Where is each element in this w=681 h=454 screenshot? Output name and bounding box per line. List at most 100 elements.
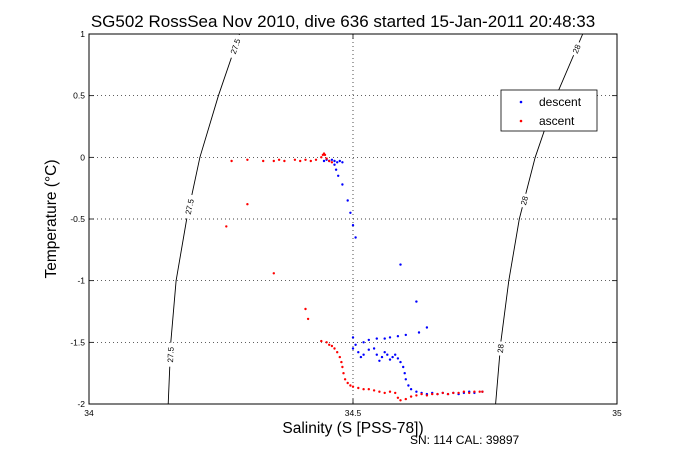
descent-point-45 <box>402 365 405 369</box>
legend-label-descent: descent <box>539 95 582 109</box>
ascent-point-30 <box>340 360 343 364</box>
descent-point-23 <box>383 337 386 340</box>
descent-point-46 <box>403 372 406 375</box>
descent-point-25 <box>367 338 370 342</box>
ascent-point-34 <box>346 381 349 385</box>
ascent-point-42 <box>383 391 386 395</box>
ascent-point-46 <box>399 399 402 402</box>
descent-point-38 <box>383 351 386 354</box>
ascent-point-45 <box>396 396 400 399</box>
descent-point-3 <box>330 158 334 161</box>
ascent-point-5 <box>283 159 286 163</box>
ascent-point-22 <box>306 317 310 321</box>
axis-ticks: 34 34.5 35 -2 -1.5 -1 -0.5 0 0.5 1 <box>70 29 622 418</box>
x-tick-label-1: 34.5 <box>345 408 362 418</box>
ascent-point-38 <box>362 388 365 391</box>
contour-label-2: 27.5 <box>166 346 176 362</box>
descent-point-44 <box>399 360 402 364</box>
y-tick-label-4: 0 <box>80 152 85 162</box>
ascent-point-9 <box>309 159 312 163</box>
descent-point-5 <box>336 161 339 164</box>
ascent-point-24 <box>325 341 328 344</box>
ascent-point-56 <box>452 391 455 395</box>
ascent-point-61 <box>478 390 481 393</box>
ascent-point-53 <box>436 392 439 396</box>
ascent-point-49 <box>415 394 418 397</box>
ascent-point-44 <box>394 391 397 395</box>
ascent-point-23 <box>320 339 323 343</box>
serial-calibration-caption: SN: 114 CAL: 39897 <box>410 433 520 447</box>
y-tick-label-2: -1 <box>77 276 85 286</box>
descent-point-19 <box>417 331 421 334</box>
ascent-point-15 <box>325 157 328 160</box>
descent-point-42 <box>394 353 397 356</box>
ascent-point-37 <box>357 386 360 390</box>
contour-label-bg-0 <box>227 33 243 59</box>
ascent-point-60 <box>473 390 476 393</box>
ascent-point-50 <box>420 392 423 396</box>
ascent-point-51 <box>425 394 429 397</box>
descent-point-7 <box>341 161 344 164</box>
descent-point-43 <box>396 357 400 360</box>
descent-point-34 <box>372 347 376 350</box>
descent-point-40 <box>388 358 392 361</box>
descent-point-15 <box>354 236 357 239</box>
contour-label-1: 27.5 <box>184 198 196 216</box>
descent-point-11 <box>341 183 344 186</box>
descent-point-37 <box>380 355 384 359</box>
ascent-point-6 <box>293 158 297 161</box>
descent-point-33 <box>367 348 370 351</box>
y-tick-label-6: 1 <box>80 29 85 39</box>
descent-point-10 <box>337 174 340 177</box>
ascent-point-7 <box>299 159 302 163</box>
legend-marker-descent <box>519 100 523 104</box>
ascent-point-16 <box>328 159 331 163</box>
descent-point-0 <box>322 159 326 163</box>
ascent-point-55 <box>446 392 450 396</box>
descent-point-12 <box>346 199 349 202</box>
series-ascent <box>225 152 484 402</box>
y-tick-label-0: -2 <box>77 399 85 409</box>
ascent-point-19 <box>225 225 228 228</box>
ascent-point-32 <box>342 372 345 375</box>
x-tick-label-2: 35 <box>612 408 622 418</box>
contour-label-bg-1 <box>182 194 196 220</box>
descent-point-20 <box>404 333 407 337</box>
descent-point-14 <box>351 224 355 227</box>
ascent-point-2 <box>262 159 265 163</box>
descent-point-18 <box>425 326 429 329</box>
descent-point-50 <box>415 390 418 393</box>
descent-point-16 <box>399 263 402 266</box>
ascent-point-39 <box>367 388 370 391</box>
ascent-point-57 <box>457 391 460 395</box>
x-tick-label-0: 34 <box>84 408 94 418</box>
descent-point-17 <box>415 300 418 303</box>
descent-point-36 <box>378 359 381 362</box>
descent-point-32 <box>362 353 365 356</box>
ascent-point-1 <box>246 158 249 161</box>
ascent-point-28 <box>336 351 339 354</box>
ascent-point-25 <box>328 343 331 346</box>
ascent-point-3 <box>272 159 275 163</box>
contour-label-bg-4 <box>518 192 530 209</box>
contour-label-bg-2 <box>165 342 175 367</box>
y-tick-label-1: -1.5 <box>70 337 85 347</box>
contour-label-3: 28 <box>571 43 583 55</box>
ascent-point-29 <box>338 355 341 359</box>
descent-point-13 <box>349 211 352 214</box>
descent-point-9 <box>334 168 338 171</box>
ascent-point-48 <box>409 395 413 398</box>
descent-point-21 <box>396 335 400 338</box>
descent-point-8 <box>333 163 336 166</box>
contour-label-4: 28 <box>519 195 530 206</box>
descent-point-41 <box>391 355 394 359</box>
legend-label-ascent: ascent <box>539 114 575 128</box>
contour-label-bg-5 <box>495 341 505 356</box>
descent-point-49 <box>409 388 413 391</box>
ascent-point-35 <box>349 384 352 387</box>
ascent-point-31 <box>341 365 344 369</box>
ascent-point-58 <box>462 390 466 393</box>
y-axis-label: Temperature (°C) <box>43 159 60 278</box>
ascent-point-54 <box>441 391 444 395</box>
